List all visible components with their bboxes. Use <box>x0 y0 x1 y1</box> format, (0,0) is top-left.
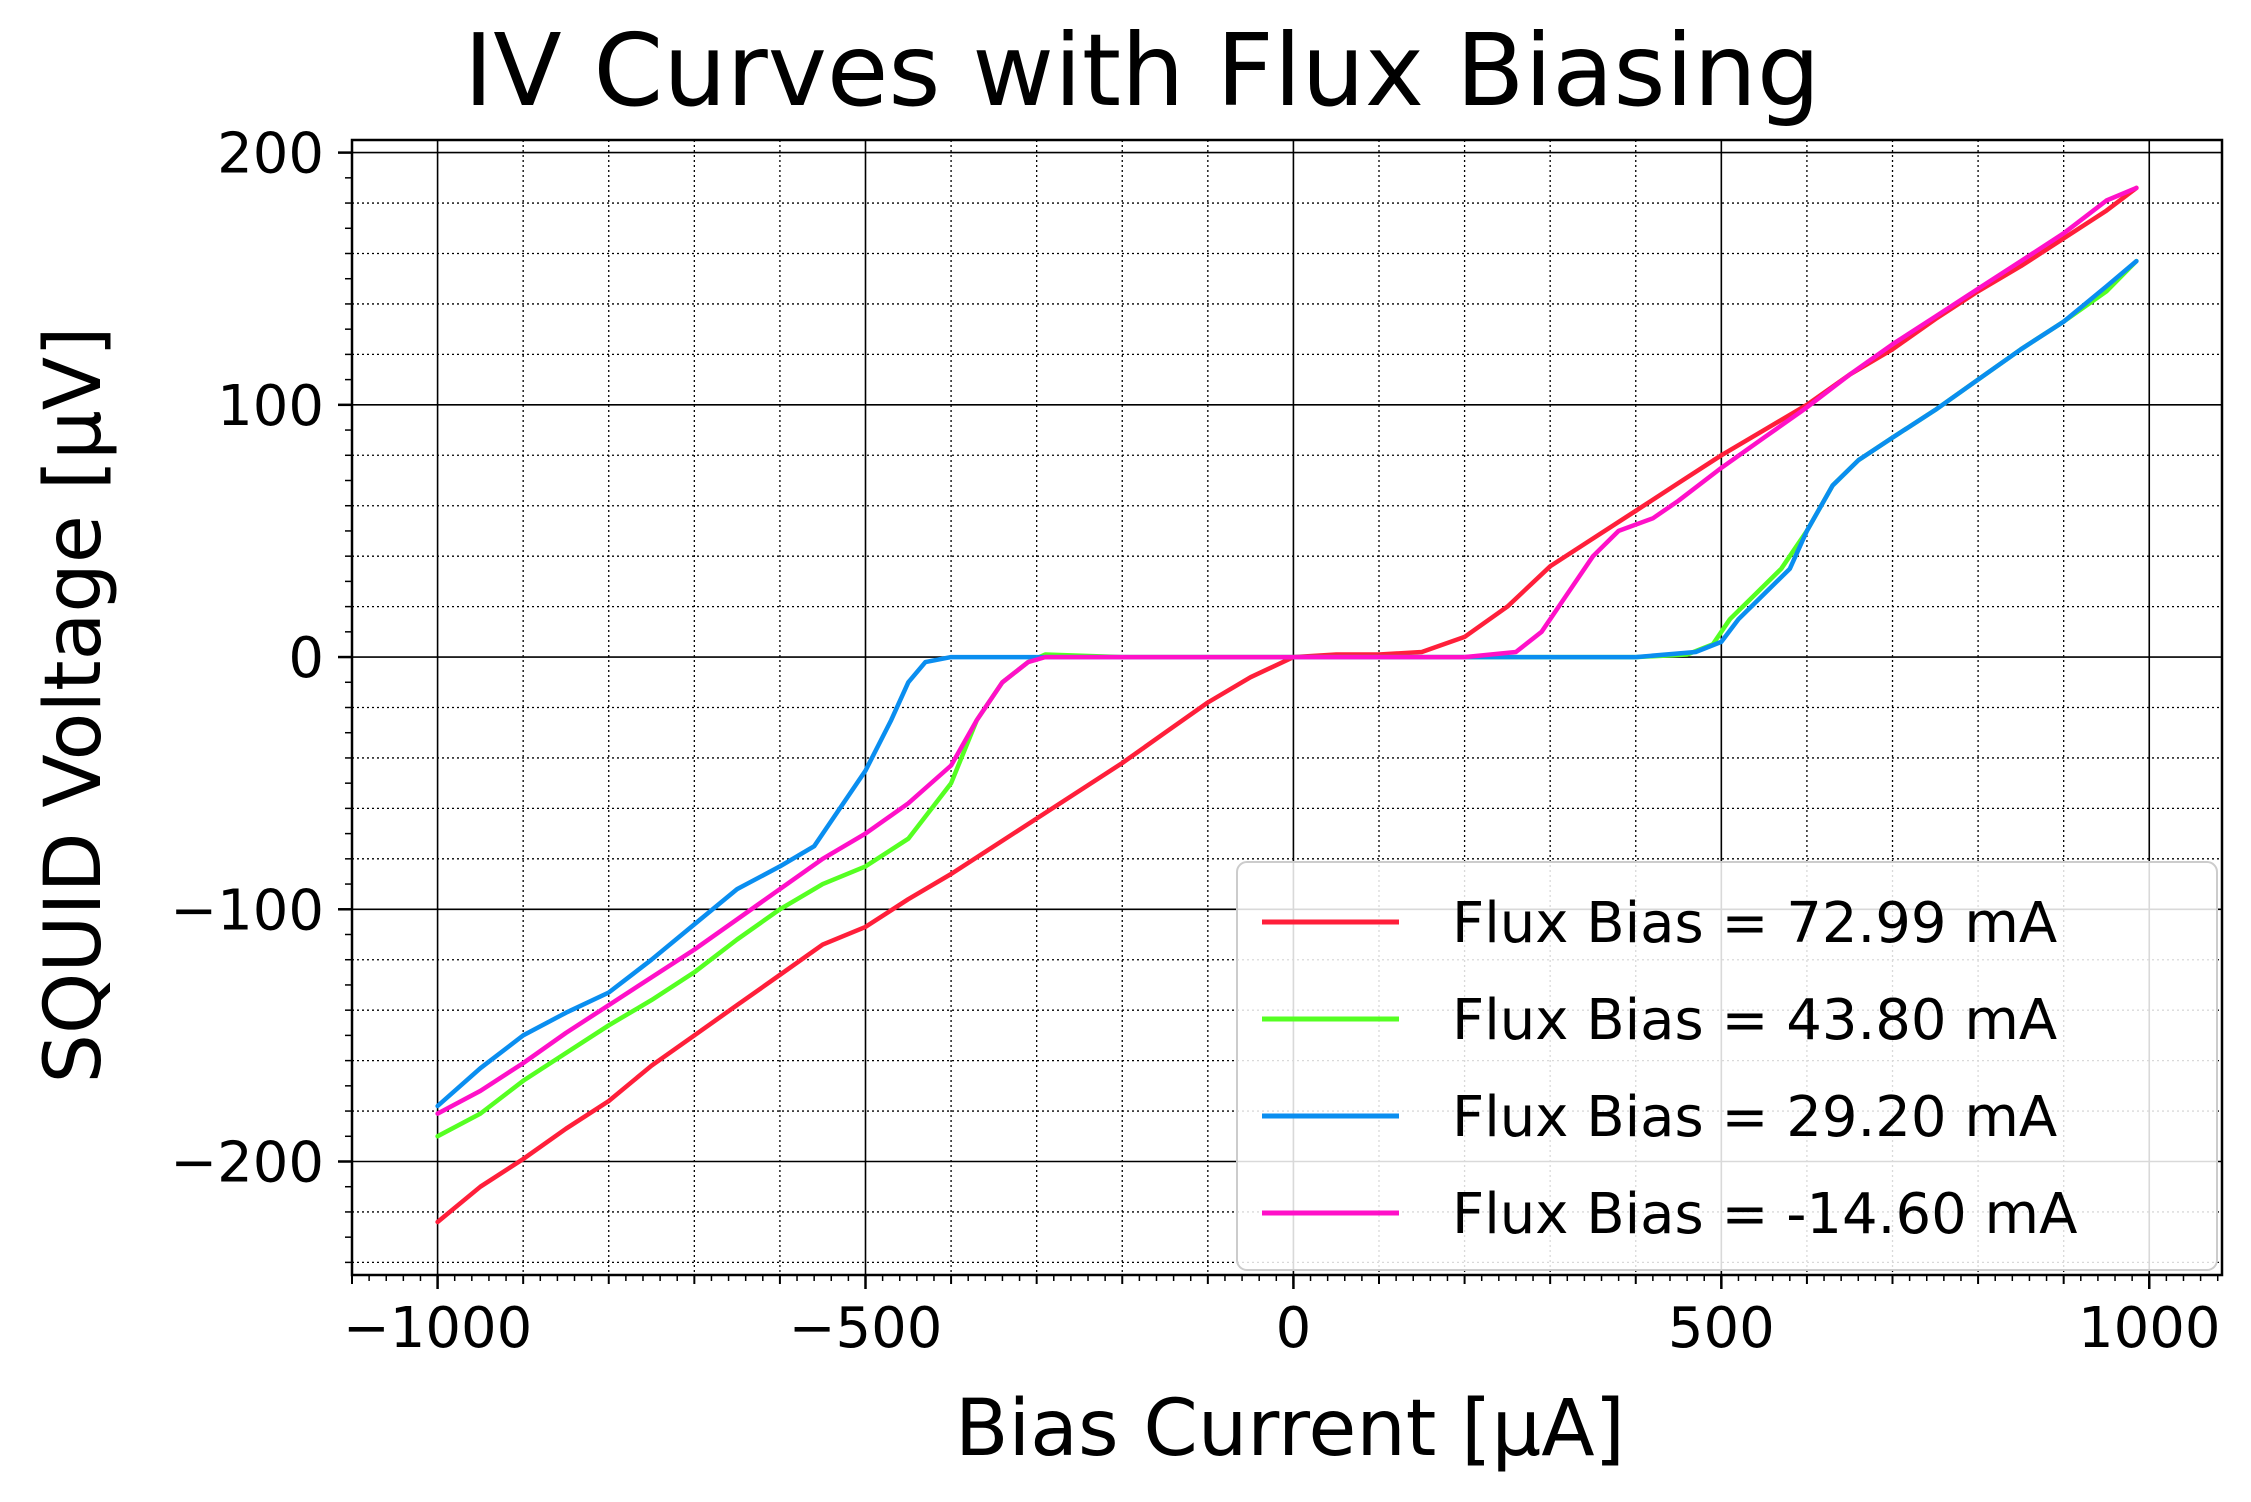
legend-label-3: Flux Bias = 29.20 mA <box>1452 1085 2057 1150</box>
y-tick-label: 200 <box>217 122 324 187</box>
legend-box <box>1236 861 2218 1271</box>
y-tick-label: 0 <box>288 626 324 691</box>
legend-label-2: Flux Bias = 43.80 mA <box>1452 988 2057 1053</box>
x-axis-label: Bias Current [μA] <box>955 1384 1625 1474</box>
x-tick-label: −500 <box>789 1296 943 1361</box>
x-tick-label: 500 <box>1668 1296 1775 1361</box>
y-tick-label: −100 <box>170 878 324 943</box>
x-tick-label: −1000 <box>343 1296 532 1361</box>
series-line-4 <box>435 185 2139 1116</box>
chart-title: IV Curves with Flux Biasing <box>464 12 1821 129</box>
y-tick-label: −200 <box>170 1131 324 1196</box>
y-axis-label: SQUID Voltage [μV] <box>29 326 119 1083</box>
legend-label-1: Flux Bias = 72.99 mA <box>1452 891 2057 956</box>
legend: Flux Bias = 72.99 mA Flux Bias = 43.80 mA… <box>1236 861 2218 1271</box>
x-tick-label: 0 <box>1276 1296 1312 1361</box>
x-tick-label: 1000 <box>2078 1296 2221 1361</box>
legend-label-4: Flux Bias = -14.60 mA <box>1452 1182 2077 1247</box>
plot-frame <box>350 138 2224 1277</box>
y-tick-label: 100 <box>217 374 324 439</box>
series-lines <box>435 185 2139 1225</box>
